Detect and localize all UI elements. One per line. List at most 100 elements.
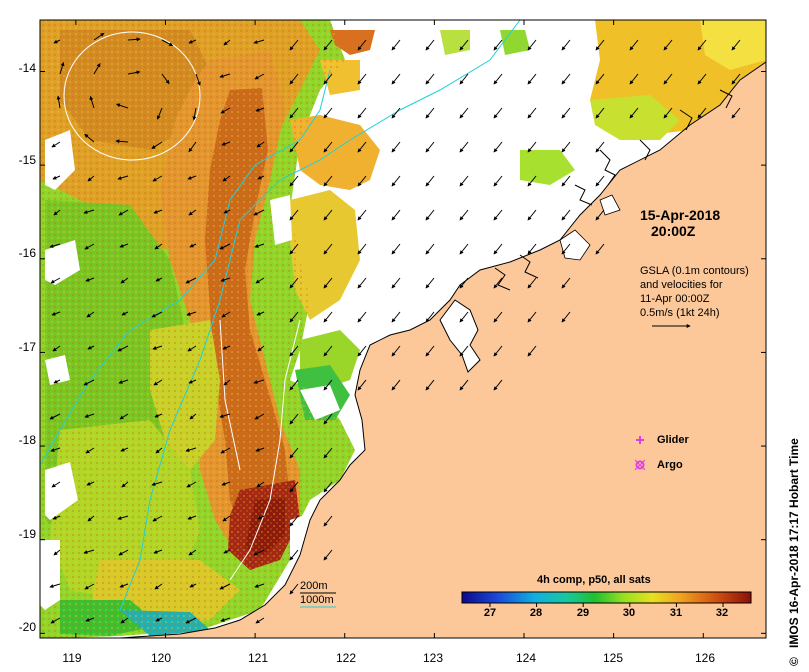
velocity-arrow bbox=[391, 107, 401, 119]
velocity-arrow bbox=[219, 243, 231, 250]
velocity-arrow bbox=[53, 39, 61, 44]
velocity-arrow bbox=[222, 515, 231, 522]
velocity-arrow bbox=[152, 345, 163, 350]
velocity-arrow bbox=[254, 73, 265, 80]
velocity-arrow bbox=[53, 209, 61, 216]
velocity-arrow bbox=[59, 61, 65, 75]
velocity-arrow bbox=[289, 481, 299, 493]
velocity-arrow bbox=[51, 481, 61, 488]
velocity-arrow bbox=[561, 107, 571, 119]
velocity-arrow bbox=[323, 107, 333, 119]
velocity-arrow bbox=[323, 549, 333, 561]
velocity-arrow bbox=[115, 103, 129, 109]
velocity-arrow bbox=[117, 345, 129, 352]
velocity-arrow bbox=[561, 243, 571, 255]
sst-field bbox=[40, 20, 766, 638]
isobath-legend bbox=[300, 592, 336, 608]
velocity-arrow bbox=[151, 141, 163, 149]
credit-label: IMOS 16-Apr-2018 17:17 Hobart Time bbox=[787, 438, 801, 648]
velocity-arrow bbox=[697, 73, 707, 85]
velocity-arrow bbox=[223, 379, 231, 386]
velocity-arrow bbox=[493, 243, 503, 255]
velocity-arrow bbox=[425, 311, 435, 323]
velocity-arrow bbox=[561, 39, 571, 51]
colorbar-tick-label: 30 bbox=[622, 607, 636, 619]
velocity-arrow bbox=[561, 175, 571, 187]
lat-label: -17 bbox=[18, 340, 36, 354]
velocity-arrow bbox=[527, 141, 537, 153]
velocity-arrow bbox=[323, 345, 333, 357]
velocity-arrow bbox=[153, 209, 163, 214]
velocity-arrow bbox=[289, 515, 299, 527]
velocity-arrow bbox=[357, 107, 367, 119]
velocity-arrow bbox=[253, 549, 265, 556]
velocity-arrow bbox=[219, 413, 231, 418]
velocity-arrow bbox=[663, 73, 673, 85]
velocity-arrow bbox=[357, 379, 367, 391]
lat-label: -20 bbox=[18, 620, 36, 634]
velocity-arrow bbox=[89, 95, 95, 109]
velocity-arrow bbox=[86, 311, 95, 318]
velocity-arrow bbox=[697, 39, 707, 51]
colorbar bbox=[461, 591, 752, 607]
lon-label: 124 bbox=[515, 651, 537, 665]
axes bbox=[39, 19, 767, 639]
velocity-arrow bbox=[117, 175, 129, 180]
velocity-arrow bbox=[51, 141, 61, 148]
velocity-arrow bbox=[425, 209, 435, 221]
velocity-arrow bbox=[289, 39, 299, 51]
velocity-arrow bbox=[459, 277, 469, 289]
velocity-arrow bbox=[595, 175, 605, 187]
velocity-arrow bbox=[357, 345, 367, 357]
velocity-arrow bbox=[220, 277, 231, 282]
velocity-arrow bbox=[425, 141, 435, 153]
velocity-arrow bbox=[52, 515, 61, 520]
velocity-arrow bbox=[493, 277, 503, 289]
velocity-arrow bbox=[154, 243, 163, 250]
velocity-arrow bbox=[255, 277, 265, 284]
velocity-arrow bbox=[189, 413, 197, 420]
isobath-200-label: 200m bbox=[300, 580, 328, 592]
velocity-arrow bbox=[289, 379, 299, 391]
velocity-arrow bbox=[629, 39, 639, 51]
velocity-arrow bbox=[595, 107, 605, 119]
lat-label: -19 bbox=[18, 527, 36, 541]
velocity-arrow bbox=[187, 515, 197, 520]
velocity-arrow bbox=[257, 345, 265, 352]
velocity-arrow bbox=[255, 447, 265, 452]
velocity-arrow bbox=[595, 39, 605, 51]
velocity-arrow bbox=[121, 481, 129, 488]
velocity-arrow bbox=[459, 73, 469, 85]
velocity-arrow bbox=[93, 63, 101, 75]
colorbar-tick-label: 28 bbox=[529, 607, 543, 619]
velocity-arrow bbox=[127, 70, 141, 75]
velocity-arrow bbox=[220, 617, 231, 622]
velocity-arrow bbox=[52, 345, 61, 352]
velocity-arrow bbox=[493, 379, 503, 391]
velocity-arrow bbox=[257, 515, 265, 520]
velocity-arrow bbox=[87, 515, 95, 522]
lon-label: 121 bbox=[247, 651, 269, 665]
velocity-arrow bbox=[425, 345, 435, 357]
velocity-arrow bbox=[357, 311, 367, 323]
velocity-arrow bbox=[253, 39, 265, 44]
velocity-arrow bbox=[189, 583, 197, 588]
lon-label: 126 bbox=[694, 651, 716, 665]
velocity-arrow bbox=[115, 139, 129, 144]
velocity-arrow bbox=[323, 175, 333, 187]
velocity-arrow bbox=[222, 345, 231, 350]
velocity-arrow bbox=[595, 209, 605, 221]
velocity-arrow bbox=[155, 447, 163, 454]
velocity-arrow bbox=[323, 243, 333, 255]
colorbar-tick-label: 31 bbox=[669, 607, 683, 619]
velocity-arrow bbox=[289, 141, 299, 153]
lon-label: 120 bbox=[150, 651, 172, 665]
velocity-arrow bbox=[127, 37, 141, 42]
lat-label: -18 bbox=[18, 433, 36, 447]
isobath-1000m bbox=[119, 19, 521, 611]
velocity-arrow bbox=[85, 617, 95, 622]
velocity-arrow bbox=[188, 209, 197, 216]
velocity-arrow bbox=[85, 447, 95, 454]
velocity-arrow bbox=[459, 141, 469, 153]
velocity-arrow bbox=[459, 345, 469, 357]
